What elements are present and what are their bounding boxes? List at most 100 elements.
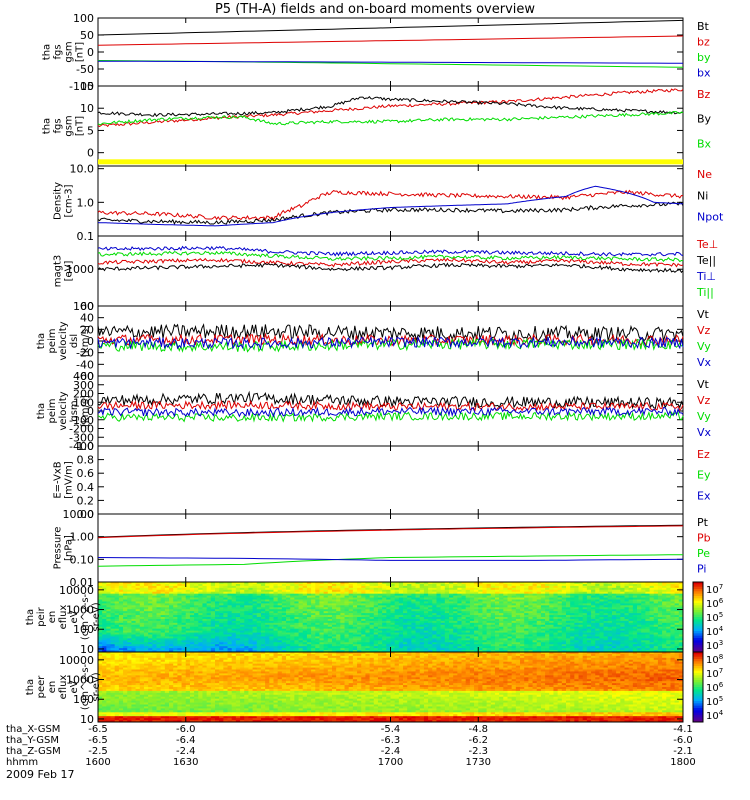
series-line-Ti xyxy=(97,250,684,263)
y-tick-label: 10 xyxy=(80,713,94,726)
legend-label: Te⊥ xyxy=(696,238,718,251)
series-line-Npot xyxy=(97,185,684,227)
series-line-Vy xyxy=(97,410,684,423)
y-tick-label: 0.4 xyxy=(77,481,95,494)
y-label-line: peir xyxy=(36,606,47,626)
y-label-line: peim xyxy=(47,328,58,353)
series-line-Ne xyxy=(97,189,684,221)
y-tick-label: 0 xyxy=(87,405,94,418)
colorbar xyxy=(693,582,703,653)
x-row-label: tha_X-GSM xyxy=(6,724,60,735)
y-tick-label: 1000 xyxy=(66,263,94,276)
y-axis-label: tha peer en eflux eV (cm^2-s-sr-eV) xyxy=(25,663,102,710)
legend-label: Npot xyxy=(697,211,724,224)
colorbar-tick-label: 105 xyxy=(706,611,723,624)
x-column-value: -6.0 xyxy=(673,735,693,746)
y-axis-label: tha fgs gsm [nT] xyxy=(42,115,86,136)
y-axis-label: tha peir en eflux eV (cm^2-s-sr-eV) xyxy=(25,593,102,640)
y-tick-label: 1.0 xyxy=(77,440,95,453)
y-label-line: E=-VxB xyxy=(53,461,64,498)
series-line-Vt xyxy=(97,390,684,410)
legend-label: bx xyxy=(697,67,711,80)
legend-label: Te|| xyxy=(696,254,716,267)
y-label-line: eflux xyxy=(58,675,69,700)
y-tick-label: 1000 xyxy=(66,674,94,687)
y-label-line: Density xyxy=(53,182,64,220)
series-line-Vt xyxy=(97,323,684,342)
y-tick-label: 20 xyxy=(80,323,94,336)
legend-label: by xyxy=(697,51,711,64)
legend-label: Ti|| xyxy=(696,286,714,299)
legend-label: Pb xyxy=(697,532,711,545)
y-tick-label: -50 xyxy=(76,63,94,76)
y-tick-label: 10.0 xyxy=(70,163,95,176)
x-column-value: 1600 xyxy=(85,757,110,768)
series-line-Pe xyxy=(97,554,684,567)
x-column-value: -6.2 xyxy=(468,735,488,746)
legend-label: bz xyxy=(697,36,710,49)
x-column-value: -6.3 xyxy=(381,735,401,746)
x-column-value: 1730 xyxy=(466,757,491,768)
legend-label: Vx xyxy=(697,356,712,369)
x-column-value: -6.4 xyxy=(176,735,196,746)
y-tick-label: 10 xyxy=(80,102,94,115)
y-label-line: en xyxy=(47,611,58,624)
y-tick-label: 0 xyxy=(87,147,94,160)
legend-label: By xyxy=(697,113,712,126)
y-label-line: tha xyxy=(36,403,47,419)
x-column-value: -6.5 xyxy=(88,735,108,746)
y-label-line: gsm xyxy=(64,115,75,136)
y-axis-label: magt3 [eV] xyxy=(53,255,75,288)
y-tick-label: -20 xyxy=(76,347,94,360)
y-tick-label: 10000 xyxy=(59,584,94,597)
y-label-line: tha xyxy=(42,118,53,134)
colorbar-tick-label: 107 xyxy=(706,667,723,680)
y-label-line: eV xyxy=(69,680,80,693)
colorbar-tick-label: 106 xyxy=(706,597,724,610)
legend-label: Bt xyxy=(697,20,710,33)
y-label-line: velocity xyxy=(58,391,69,430)
y-tick-label: 0.2 xyxy=(77,494,95,507)
series-line-Te xyxy=(97,257,684,268)
y-label-line: dsl xyxy=(69,334,80,348)
y-label-line: sr-eV) xyxy=(91,672,102,701)
y-tick-label: 0.8 xyxy=(77,454,95,467)
y-tick-label: 5 xyxy=(87,124,94,137)
colorbar-tick-label: 104 xyxy=(706,709,724,722)
colorbar-tick-label: 108 xyxy=(706,653,723,666)
y-tick-label: 0.01 xyxy=(70,576,95,589)
panel-frame xyxy=(97,445,684,515)
y-tick-label: 50 xyxy=(80,29,94,42)
colorbar-tick-label: 105 xyxy=(706,695,723,708)
y-label-line: [mV/m] xyxy=(64,461,75,499)
y-tick-label: 0 xyxy=(87,46,94,59)
y-tick-label: 1000 xyxy=(66,604,94,617)
series-line-Bx xyxy=(97,111,684,126)
series-line-Te xyxy=(97,262,684,274)
y-tick-label: 100 xyxy=(73,693,94,706)
x-row-label: tha_Z-GSM xyxy=(6,746,61,757)
y-tick-label: -40 xyxy=(76,358,94,371)
y-tick-label: 0 xyxy=(87,335,94,348)
colorbar xyxy=(693,652,703,723)
legend-label: Vx xyxy=(697,426,712,439)
y-tick-label: 15 xyxy=(80,80,94,93)
legend-label: Vz xyxy=(697,324,711,337)
colorbar-frame xyxy=(692,651,704,723)
y-tick-label: -100 xyxy=(69,80,94,93)
colorbar-tick-label: 106 xyxy=(706,681,724,694)
series-line-Vx xyxy=(97,335,684,351)
y-label-line: en xyxy=(47,681,58,694)
series-line-Bt xyxy=(97,19,684,36)
series-line-Pb xyxy=(97,525,684,539)
legend-label: Pe xyxy=(697,547,710,560)
y-label-line: (cm^2-s- xyxy=(80,663,91,710)
date-label: 2009 Feb 17 xyxy=(6,768,75,781)
legend-label: Ni xyxy=(697,189,708,202)
x-column-value: -6.0 xyxy=(176,724,196,735)
y-label-line: eV xyxy=(69,610,80,623)
